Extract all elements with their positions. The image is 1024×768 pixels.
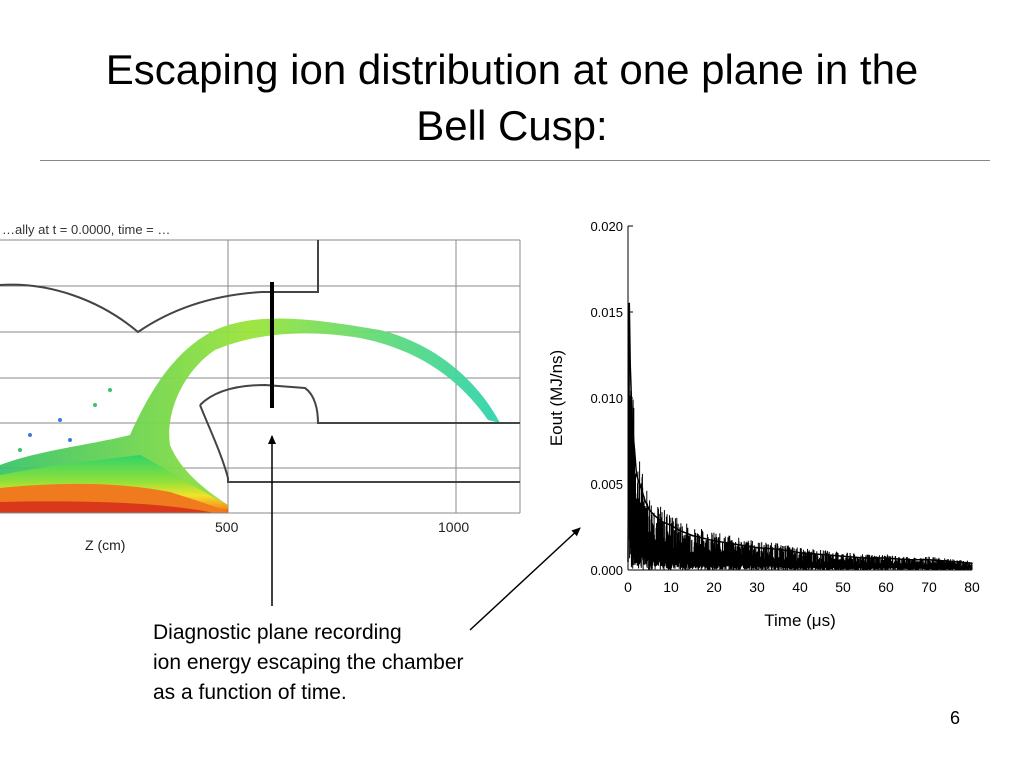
caption-line-3: as a function of time.: [153, 681, 347, 704]
x-tick-label: 30: [749, 579, 765, 595]
simulation-image: …ally at t = 0.0000, time = … 500 1000 Z…: [0, 222, 521, 553]
y-tick-label: 0.015: [590, 305, 623, 320]
x-tick-label: 50: [835, 579, 851, 595]
y-tick-label: 0.020: [590, 219, 623, 234]
caption: Diagnostic plane recording ion energy es…: [153, 618, 464, 708]
data-point: [628, 302, 631, 305]
y-axis-label: Eout (MJ/ns): [547, 350, 566, 446]
title-line-1: Escaping ion distribution at one plane i…: [105, 46, 919, 93]
data-point: [820, 553, 823, 556]
data-point: [971, 562, 973, 564]
title-line-2: Bell Cusp:: [416, 102, 608, 149]
simulation-header: …ally at t = 0.0000, time = …: [2, 222, 170, 237]
data-point: [633, 448, 636, 451]
y-tick-label: 0.010: [590, 391, 623, 406]
series-line: [627, 303, 973, 564]
sim-tick-1000: 1000: [438, 519, 469, 535]
arrow-to-plot: [469, 527, 581, 631]
data-point: [799, 552, 801, 554]
data-point: [631, 423, 634, 425]
data-point: [630, 397, 633, 399]
data-point: [661, 521, 664, 523]
data-point: [842, 555, 844, 558]
x-axis-label: Time (μs): [764, 611, 836, 630]
caption-line-1: Diagnostic plane recording: [153, 621, 402, 644]
x-tick-label: 80: [964, 579, 980, 595]
chamber-outline: [0, 240, 520, 483]
slide-title: Escaping ion distribution at one plane i…: [40, 42, 984, 154]
data-point: [644, 500, 646, 503]
data-point: [691, 534, 694, 537]
x-tick-label: 70: [921, 579, 937, 595]
sim-x-axis-label: Z (cm): [85, 537, 125, 553]
data-point: [756, 546, 758, 549]
x-tick-label: 10: [663, 579, 679, 595]
y-tick-label: 0.000: [590, 563, 623, 578]
page-number: 6: [950, 708, 961, 728]
x-tick-label: 20: [706, 579, 722, 595]
data-point: [863, 557, 866, 559]
data-point: [670, 524, 672, 527]
data-point: [678, 529, 681, 532]
data-point: [635, 474, 638, 477]
data-point: [648, 509, 651, 511]
caption-line-2: ion energy escaping the chamber: [153, 651, 464, 674]
data-point: [949, 560, 952, 563]
eout-time-chart: 0.000 0.005 0.010 0.015 0.020 0 10 20 30 40 50 60 70…: [547, 219, 980, 630]
data-point: [906, 558, 909, 561]
title-divider: [40, 160, 990, 161]
data-point: [640, 486, 642, 489]
ion-distribution: [0, 318, 500, 513]
sim-tick-500: 500: [215, 519, 239, 535]
data-point: [734, 543, 737, 545]
data-point: [653, 514, 655, 516]
x-tick-label: 60: [878, 579, 894, 595]
data-point: [627, 560, 629, 563]
data-point: [629, 362, 631, 365]
y-tick-label: 0.005: [590, 477, 623, 492]
data-point: [713, 539, 715, 542]
data-point: [777, 548, 780, 551]
x-tick-label: 0: [624, 579, 632, 595]
data-point: [885, 557, 887, 559]
data-point: [928, 558, 930, 561]
x-tick-label: 40: [792, 579, 808, 595]
